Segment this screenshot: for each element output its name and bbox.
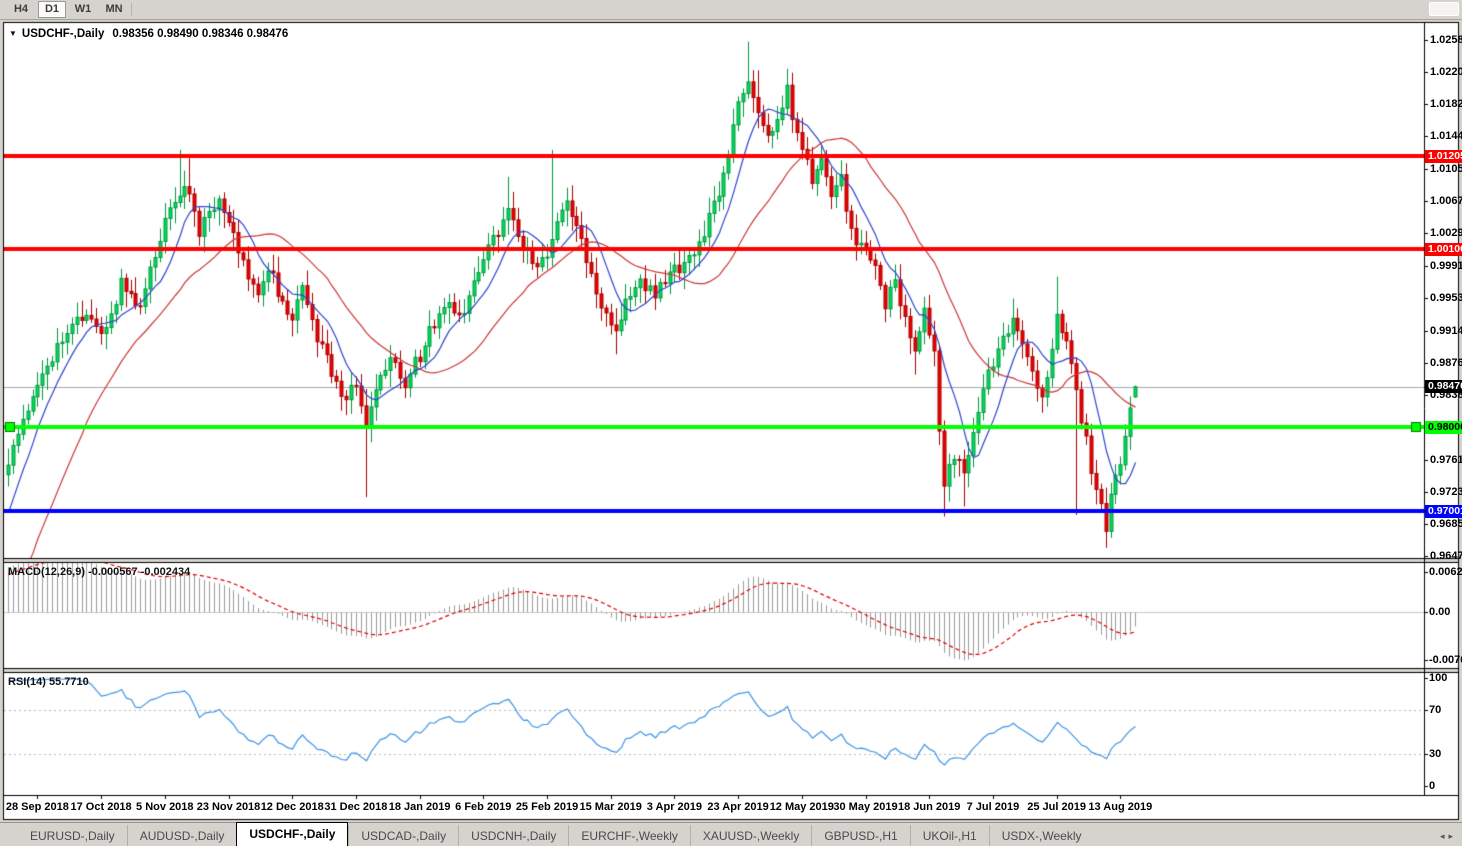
rsi-axis-label: 0	[1429, 780, 1436, 792]
rsi-axis-label: 30	[1429, 747, 1442, 760]
timeframe-buttons: H4 D1 W1 MN	[4, 1, 128, 18]
rsi-name: RSI(14)	[8, 676, 46, 688]
date-axis-label: 30 May 2019	[833, 801, 898, 813]
date-axis-label: 28 Sep 2018	[5, 801, 69, 813]
date-axis-label: 15 Mar 2019	[579, 801, 642, 813]
chart-tabs: EURUSD-,Daily AUDUSD-,Daily USDCHF-,Daily U…	[18, 822, 1094, 846]
price-axis-label: 1.00670	[1430, 195, 1462, 208]
price-axis-label: 1.01050	[1430, 163, 1462, 176]
date-axis-label: 23 Apr 2019	[707, 801, 769, 813]
date-axis-label: 18 Jun 2019	[898, 801, 961, 813]
date-axis-label: 18 Jan 2019	[388, 801, 451, 813]
timeframe-button-d1[interactable]: D1	[38, 1, 66, 18]
chart-tab-bar: EURUSD-,Daily AUDUSD-,Daily USDCHF-,Daily U…	[0, 822, 1462, 846]
macd-main-value: -0.000567	[88, 566, 138, 578]
date-axis-label: 3 Apr 2019	[646, 801, 703, 813]
tab-scroll-right-icon[interactable]: ▸	[1448, 831, 1457, 841]
timeframe-button-w1[interactable]: W1	[74, 3, 92, 15]
chart-tab-eurchf-weekly[interactable]: EURCHF-,Weekly	[568, 825, 689, 846]
macd-axis-label: -0.00762	[1429, 654, 1462, 666]
timeframe-button-h4[interactable]: H4	[13, 3, 29, 15]
chart-tab-audusd-daily[interactable]: AUDUSD-,Daily	[126, 825, 237, 846]
timeframe-button-mn[interactable]: MN	[105, 3, 123, 15]
macd-axis-label: 0.00	[1429, 606, 1451, 618]
date-axis-label: 7 Jul 2019	[966, 801, 1020, 813]
price-badge: 0.98476	[1425, 380, 1462, 394]
date-axis-label: 25 Jul 2019	[1027, 801, 1086, 813]
date-axis-label: 5 Nov 2018	[136, 801, 194, 813]
rsi-axis-label: 70	[1429, 704, 1442, 717]
price-axis-label: 1.01820	[1430, 98, 1462, 111]
chart-tab-gbpusd-h1[interactable]: GBPUSD-,H1	[811, 825, 909, 846]
toolbar-right-button[interactable]	[1429, 2, 1459, 16]
chart-ohlc-values: 0.98356 0.98490 0.98346 0.98476	[112, 28, 289, 40]
price-badge: 0.97001	[1425, 504, 1462, 518]
tab-scroll-left-icon[interactable]: ◂	[1439, 831, 1449, 841]
date-axis-label: 6 Feb 2019	[455, 801, 512, 813]
date-axis-label: 17 Oct 2018	[70, 801, 132, 813]
tab-scroll-arrows: ◂▸	[1440, 831, 1457, 842]
price-axis-label: 1.02580	[1430, 33, 1462, 46]
date-axis-label: 12 May 2019	[769, 801, 834, 813]
rsi-label: RSI(14) 55.7710	[8, 676, 89, 688]
toolbar-separator	[131, 3, 132, 16]
chart-tab-usdx-weekly[interactable]: USDX-,Weekly	[988, 825, 1094, 846]
chart-tab-usdcnh-daily[interactable]: USDCNH-,Daily	[458, 825, 568, 846]
rsi-value: 55.7710	[48, 676, 89, 688]
date-axis-label: 25 Feb 2019	[515, 801, 579, 813]
date-axis-label: 23 Nov 2018	[196, 801, 261, 813]
chart-tab-usdcad-daily[interactable]: USDCAD-,Daily	[348, 825, 458, 846]
macd-label: MACD(12,26,9) -0.000567 -0.002434	[8, 566, 190, 578]
chart-tab-usdchf-daily[interactable]: USDCHF-,Daily	[236, 822, 349, 846]
chart-tab-ukoil-h1[interactable]: UKOil-,H1	[909, 825, 989, 846]
price-axis-label: 1.01440	[1430, 130, 1462, 143]
timeframe-toolbar: H4 D1 W1 MN	[0, 0, 1462, 20]
chart-tab-xauusd-weekly[interactable]: XAUUSD-,Weekly	[689, 825, 811, 846]
rsi-axis-label: 100	[1429, 672, 1448, 684]
macd-axis-label: 0.006286	[1429, 566, 1462, 579]
chart-symbol-label: USDCHF-,Daily	[21, 28, 105, 40]
date-axis-label: 31 Dec 2018	[324, 801, 388, 813]
symbol-dropdown-icon[interactable]: ▼	[9, 29, 17, 38]
date-axis-label: 12 Dec 2018	[260, 801, 324, 813]
price-badge: 1.01205	[1425, 149, 1462, 163]
macd-name: MACD(12,26,9)	[8, 566, 86, 578]
price-axis-label: 1.02200	[1430, 66, 1462, 79]
date-axis-label: 13 Aug 2019	[1088, 801, 1153, 813]
chart-title: ▼ USDCHF-,Daily 0.98356 0.98490 0.98346 0.…	[9, 28, 288, 40]
macd-signal-value: -0.002434	[140, 566, 191, 578]
price-badge: 1.00106	[1425, 242, 1462, 256]
chart-tab-eurusd-daily[interactable]: EURUSD-,Daily	[30, 829, 115, 843]
price-axis-label: 0.96470	[1430, 550, 1462, 563]
